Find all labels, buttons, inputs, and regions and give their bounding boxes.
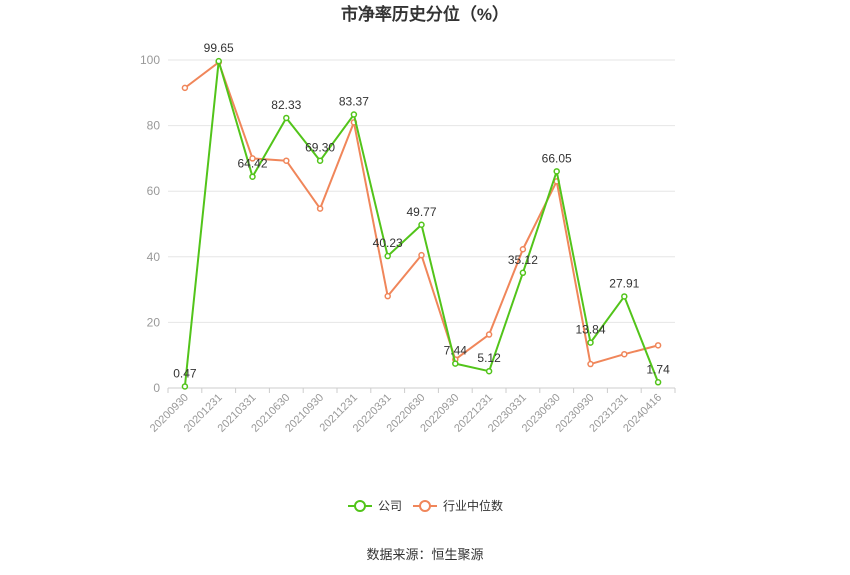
company-data-label: 7.44 [444, 344, 468, 358]
company-data-label: 66.05 [542, 151, 572, 165]
industry-median-point [519, 246, 527, 253]
data-source-note: 数据来源：恒生聚源 [366, 547, 483, 562]
company-data-label: 0.47 [173, 366, 197, 380]
y-tick-label: 80 [147, 119, 161, 133]
legend-industry-marker-icon [419, 500, 431, 512]
y-tick-label: 100 [140, 53, 160, 67]
company-point [350, 111, 358, 118]
company-data-label: 64.42 [237, 157, 267, 171]
grid [168, 59, 675, 323]
company-point [621, 293, 628, 300]
company-point [587, 339, 594, 346]
company-data-label: 1.74 [646, 362, 670, 376]
company-point [283, 114, 290, 122]
industry-median-point [384, 292, 391, 300]
company-point [485, 367, 493, 375]
company-data-label: 35.12 [508, 253, 538, 267]
company-point [654, 379, 662, 386]
industry-median-point [654, 342, 662, 349]
y-tick-label: 60 [147, 184, 161, 198]
company-point [553, 168, 560, 175]
industry-median-point [283, 157, 290, 164]
industry-median-point [587, 360, 594, 368]
legend[interactable]: 公司 行业中位数 [348, 498, 503, 513]
company-data-label: 69.30 [305, 141, 335, 155]
industry-median-point [249, 155, 256, 162]
company-point [384, 252, 391, 260]
company-point [452, 360, 459, 367]
company-data-label: 27.91 [609, 276, 639, 290]
y-tick-label: 40 [147, 250, 161, 264]
company-data-label: 83.37 [339, 95, 369, 109]
company-data-label: 5.12 [477, 351, 501, 365]
legend-industry-label: 行业中位数 [443, 498, 503, 513]
company-data-label: 82.33 [271, 98, 301, 112]
industry-median-point [485, 331, 493, 338]
y-tick-label: 20 [147, 315, 161, 329]
legend-item-company[interactable]: 公司 [348, 499, 402, 513]
company-data-label: 99.65 [204, 41, 234, 55]
company-point [519, 269, 527, 277]
axes: 0204060801002020093020201231202103312021… [140, 53, 676, 435]
series [181, 57, 662, 390]
company-point [418, 221, 425, 229]
company-data-label: 40.23 [373, 236, 403, 250]
company-point [249, 173, 256, 180]
company-point [181, 383, 189, 390]
y-tick-label: 0 [153, 381, 160, 395]
legend-company-marker-icon [354, 500, 366, 512]
company-data-label: 13.84 [575, 323, 605, 337]
legend-item-industry-median[interactable]: 行业中位数 [413, 498, 503, 513]
company-point [215, 57, 222, 65]
company-data-label: 49.77 [406, 205, 436, 219]
company-point [316, 157, 324, 164]
industry-median-point [181, 84, 189, 92]
industry-median-point [621, 350, 628, 358]
chart-title: 市净率历史分位（%） [341, 4, 509, 24]
data-labels: 0.47 99.65 64.42 82.33 69.30 83.37 40.23 49.77 7… [173, 41, 670, 380]
industry-median-point [316, 205, 324, 212]
industry-median-point [418, 251, 425, 259]
legend-company-label: 公司 [378, 499, 402, 513]
